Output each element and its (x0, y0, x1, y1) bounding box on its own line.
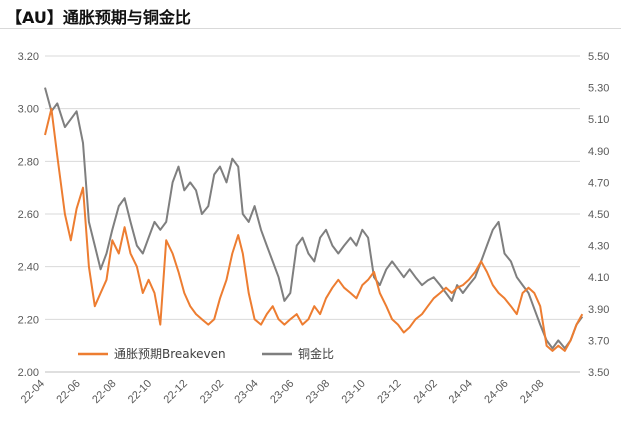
x-axis-tick-label: 23-04 (232, 378, 260, 406)
right-axis-tick-label: 4.50 (588, 209, 609, 221)
right-axis-tick-label: 3.90 (588, 304, 609, 316)
legend: 通胀预期Breakeven 铜金比 (78, 346, 334, 361)
left-axis-tick-label: 2.00 (18, 367, 39, 379)
series-line-1 (44, 87, 584, 350)
left-axis-tick-label: 3.00 (18, 104, 39, 116)
series-lines (44, 87, 584, 352)
gridlines (45, 55, 580, 373)
x-axis-tick-label: 24-04 (447, 378, 475, 406)
left-axis-tick-label: 2.40 (18, 262, 39, 274)
chart-title: 【AU】通胀预期与铜金比 (6, 8, 191, 27)
right-axis-tick-label: 4.90 (588, 146, 609, 158)
series-line-0 (44, 107, 584, 352)
x-axis-tick-label: 23-08 (304, 378, 332, 406)
right-axis-tick-label: 5.10 (588, 114, 609, 126)
legend-label: 铜金比 (298, 346, 334, 361)
x-axis-tick-label: 23-02 (198, 378, 226, 406)
left-axis-tick-label: 2.80 (18, 156, 39, 168)
right-axis-tick-label: 3.70 (588, 335, 609, 347)
x-axis-tick-label: 23-12 (375, 378, 403, 406)
x-axis-tick-label: 22-12 (162, 378, 190, 406)
x-axis-tick-label: 23-10 (340, 378, 368, 406)
x-axis-tick-label: 24-06 (482, 378, 510, 406)
x-axis-ticks: 22-04 22-06 22-08 22-10 22-12 23-02 23-04 23-06… (19, 378, 547, 406)
x-axis-tick-label: 24-08 (518, 378, 546, 406)
right-axis-tick-label: 4.70 (588, 177, 609, 189)
x-axis-tick-label: 22-04 (19, 378, 47, 406)
right-axis-ticks: 3.50 3.70 3.90 4.10 4.30 4.50 4.70 4.90 5.10 5.30… (588, 51, 609, 379)
x-axis-tick-label: 22-08 (90, 378, 118, 406)
left-axis-ticks: 2.00 2.20 2.40 2.60 2.80 3.00 3.20 (18, 51, 39, 379)
title-divider (0, 28, 621, 29)
x-axis-tick-label: 24-02 (412, 378, 440, 406)
right-axis-tick-label: 3.50 (588, 367, 609, 379)
left-axis-tick-label: 2.20 (18, 314, 39, 326)
right-axis-tick-label: 4.30 (588, 241, 609, 253)
left-axis-tick-label: 3.20 (18, 51, 39, 63)
right-axis-tick-label: 5.50 (588, 51, 609, 63)
right-axis-tick-label: 4.10 (588, 272, 609, 284)
x-axis-tick-label: 22-06 (54, 378, 82, 406)
legend-label: 通胀预期Breakeven (114, 347, 226, 361)
right-axis-tick-label: 5.30 (588, 83, 609, 95)
x-axis-tick-label: 22-10 (126, 378, 154, 406)
x-axis-tick-label: 23-06 (268, 378, 296, 406)
left-axis-tick-label: 2.60 (18, 209, 39, 221)
